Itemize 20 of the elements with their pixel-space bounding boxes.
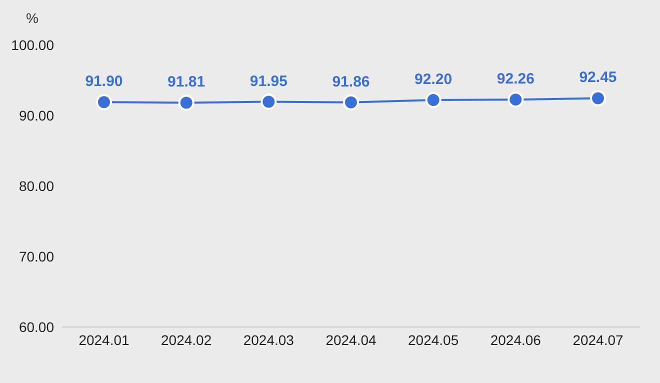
data-label: 91.90 (85, 73, 123, 90)
y-tick-label: 60.00 (18, 318, 54, 335)
x-tick-label: 2024.01 (78, 332, 130, 348)
data-label: 91.95 (250, 72, 288, 90)
data-label: 92.26 (496, 70, 534, 88)
x-tick-label: 2024.03 (243, 332, 294, 348)
x-tick-label: 2024.02 (161, 332, 212, 348)
y-tick-label: 80.00 (18, 178, 54, 194)
data-label: 91.81 (168, 74, 206, 91)
x-tick-label: 2024.04 (326, 332, 377, 348)
y-axis-title: % (26, 10, 38, 26)
data-label: 91.86 (332, 73, 370, 90)
y-tick-label: 70.00 (18, 248, 54, 264)
x-tick-label: 2024.05 (408, 332, 459, 348)
data-label: 92.45 (579, 69, 617, 86)
x-tick-label: 2024.07 (572, 332, 624, 348)
data-label: 92.20 (414, 70, 452, 88)
y-tick-label: 100.00 (11, 36, 54, 53)
x-tick-label: 2024.06 (490, 332, 542, 348)
y-tick-label: 90.00 (18, 107, 54, 124)
